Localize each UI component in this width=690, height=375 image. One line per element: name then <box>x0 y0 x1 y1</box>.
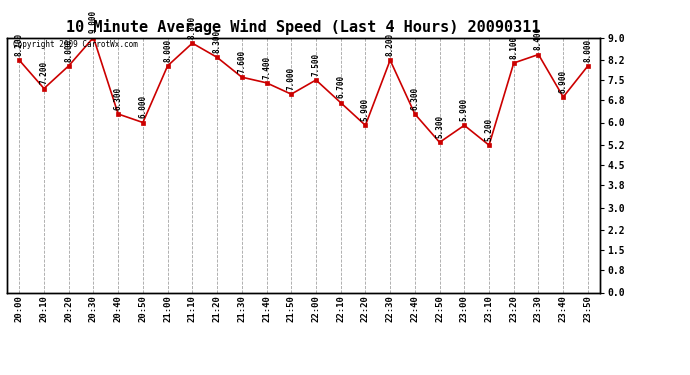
Text: 9.000: 9.000 <box>89 10 98 33</box>
Text: 8.400: 8.400 <box>534 27 543 50</box>
Text: 8.000: 8.000 <box>163 39 172 62</box>
Text: 8.200: 8.200 <box>14 33 23 56</box>
Text: 8.800: 8.800 <box>188 16 197 39</box>
Text: 7.600: 7.600 <box>237 50 246 73</box>
Text: 8.300: 8.300 <box>213 30 221 53</box>
Text: 6.300: 6.300 <box>411 87 420 110</box>
Text: 5.900: 5.900 <box>361 98 370 121</box>
Text: 8.200: 8.200 <box>386 33 395 56</box>
Text: 5.200: 5.200 <box>484 118 493 141</box>
Text: Copyright 2009 CarrotWx.com: Copyright 2009 CarrotWx.com <box>13 40 138 49</box>
Text: 7.000: 7.000 <box>287 67 296 90</box>
Text: 5.900: 5.900 <box>460 98 469 121</box>
Text: 8.000: 8.000 <box>64 39 73 62</box>
Text: 6.000: 6.000 <box>139 95 148 118</box>
Text: 6.300: 6.300 <box>114 87 123 110</box>
Title: 10 Minute Average Wind Speed (Last 4 Hours) 20090311: 10 Minute Average Wind Speed (Last 4 Hou… <box>66 19 541 35</box>
Text: 5.300: 5.300 <box>435 115 444 138</box>
Text: 6.700: 6.700 <box>336 75 345 99</box>
Text: 7.400: 7.400 <box>262 56 271 79</box>
Text: 8.100: 8.100 <box>509 36 518 59</box>
Text: 7.200: 7.200 <box>39 61 48 84</box>
Text: 8.000: 8.000 <box>584 39 593 62</box>
Text: 6.900: 6.900 <box>559 70 568 93</box>
Text: 7.500: 7.500 <box>311 53 320 76</box>
